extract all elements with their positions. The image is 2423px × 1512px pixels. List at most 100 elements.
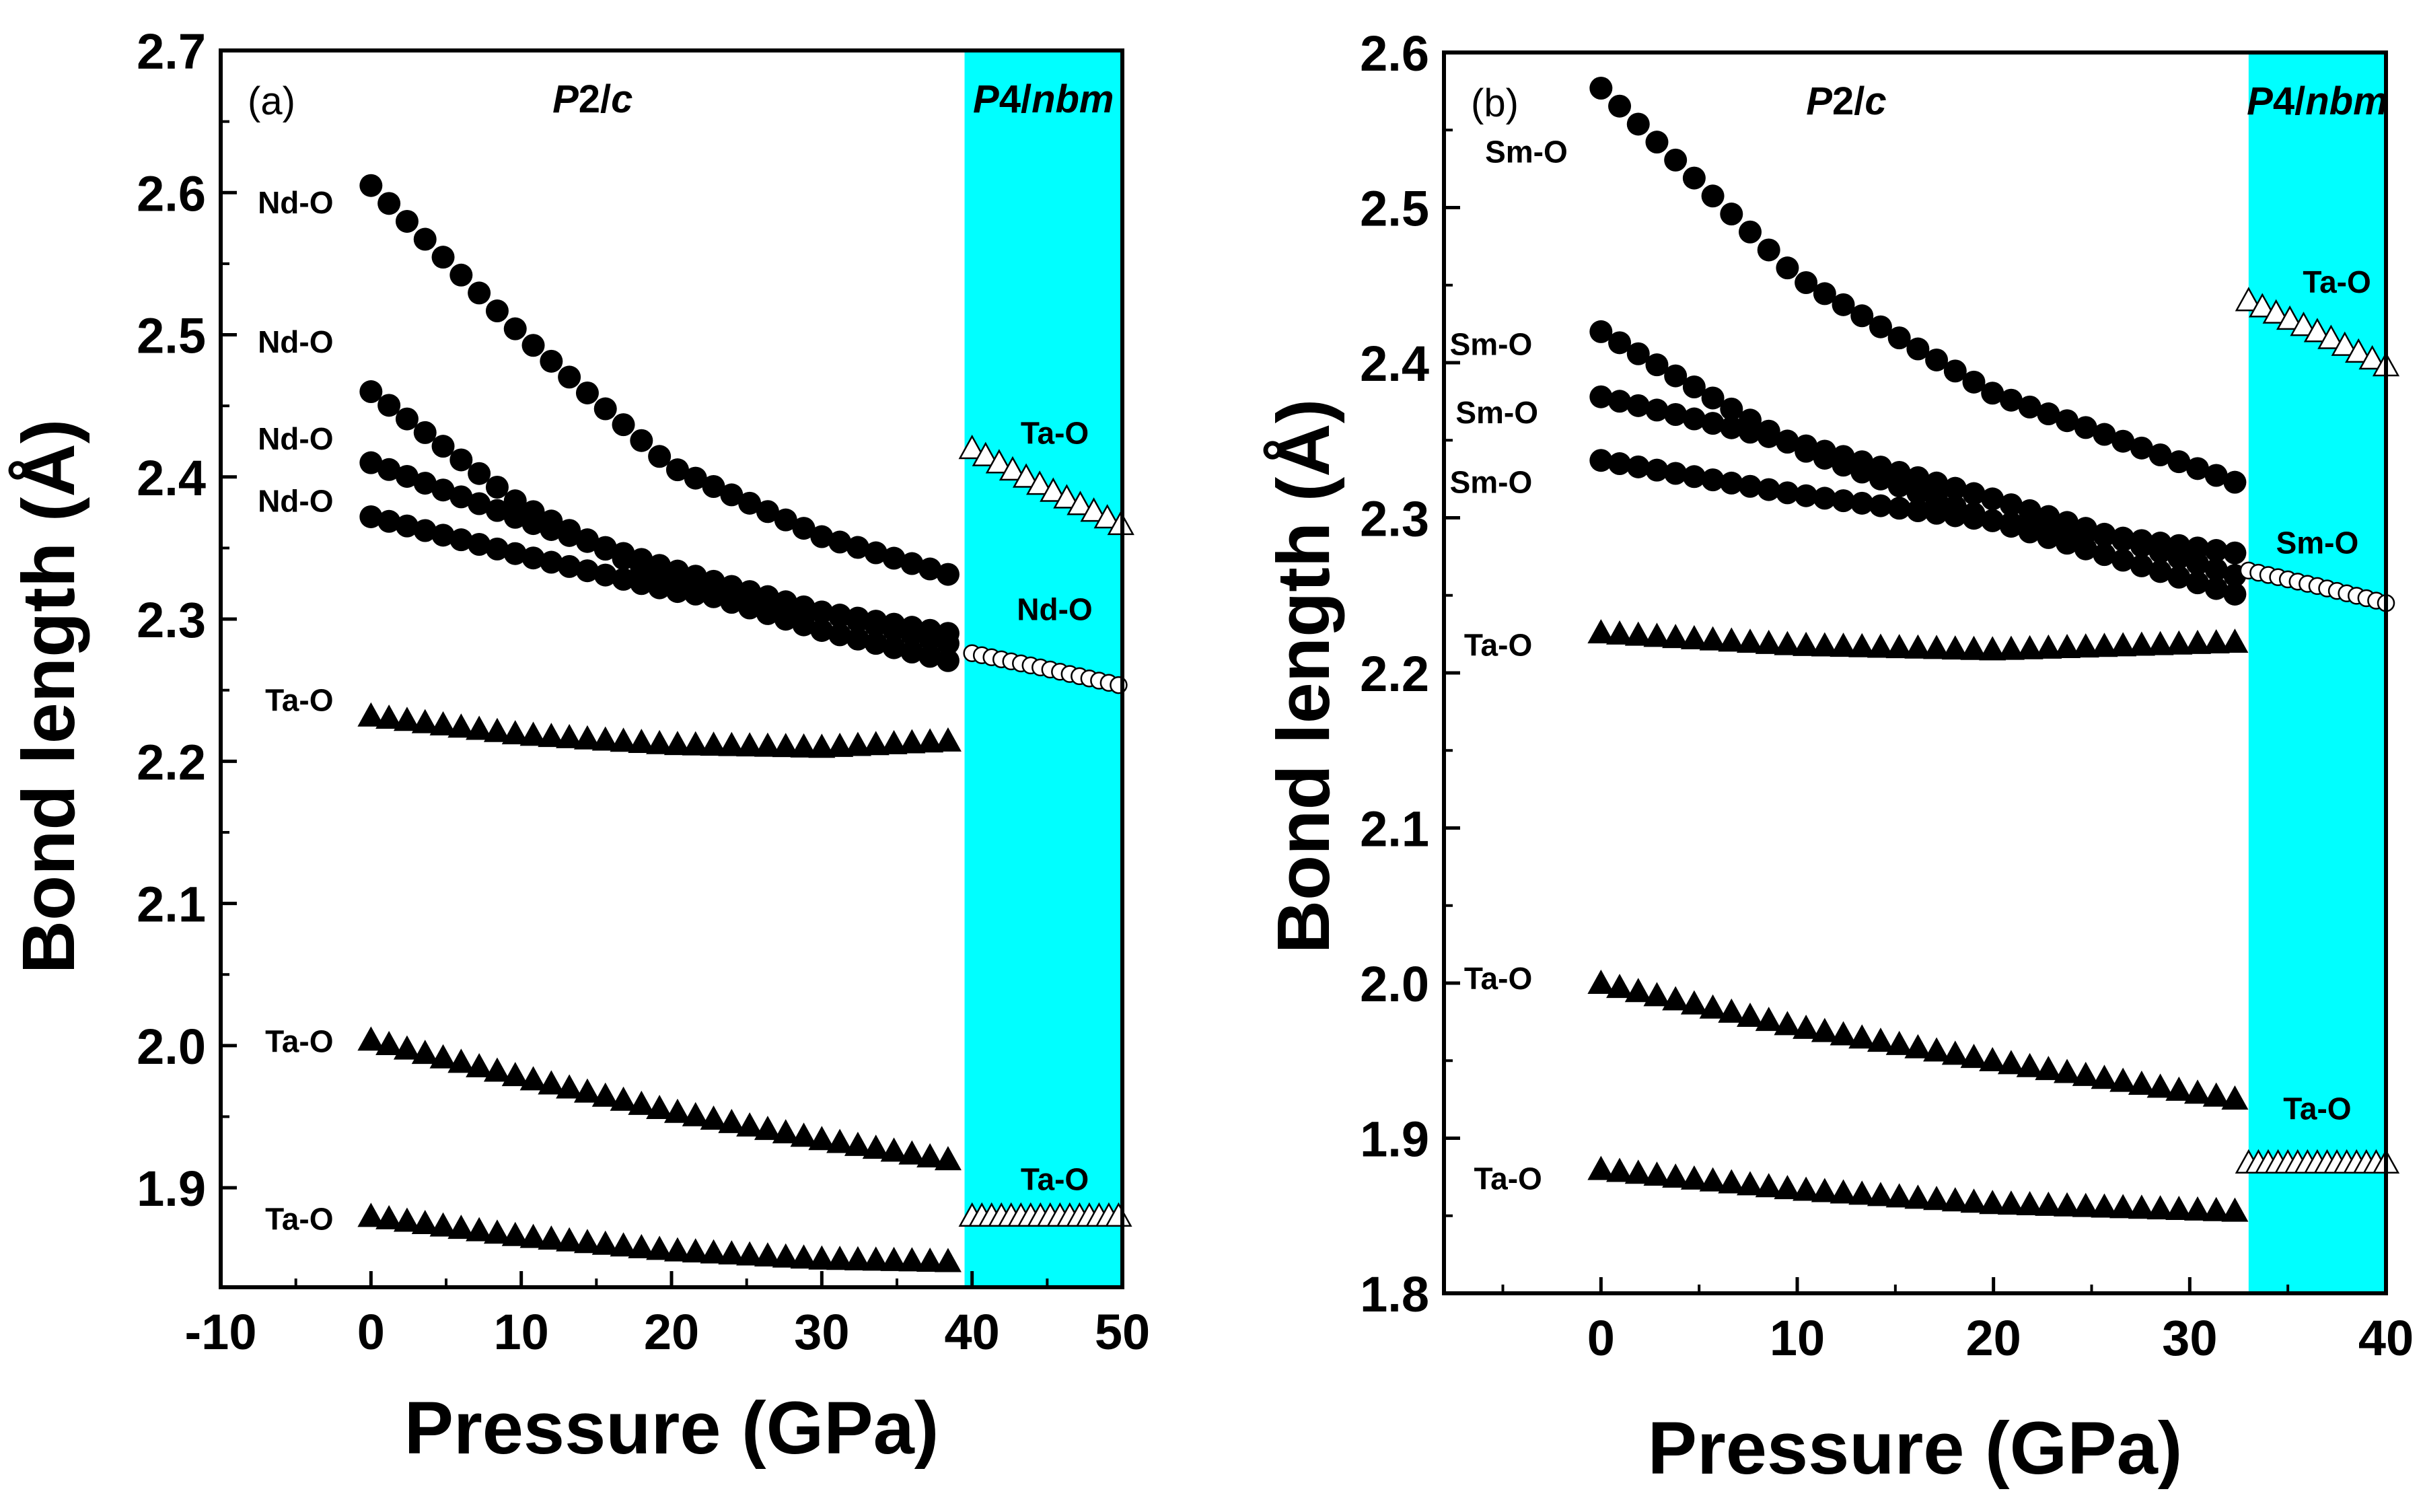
data-point-triangle	[1606, 620, 1634, 645]
panel-b: Sm-O Sm-O Sm-O Sm-O Ta-O Ta-O Ta-O Ta-O Sm-O Ta-O…	[1262, 26, 2414, 1490]
data-point-circle	[1943, 476, 1967, 500]
data-point-triangle	[573, 1229, 601, 1254]
series-ta-o	[1587, 619, 2249, 661]
data-point-triangle	[736, 1112, 764, 1137]
data-point-circle	[720, 483, 744, 507]
series-ta-o	[1587, 1155, 2249, 1222]
data-point-circle	[882, 636, 906, 659]
data-point-triangle	[1997, 1190, 2025, 1215]
series-sm-o	[1589, 449, 2247, 565]
x-tick-label: 10	[494, 1304, 549, 1360]
y-axis-label: Bond length (Å)	[7, 419, 90, 974]
series-label: Ta-O	[265, 1024, 333, 1059]
series-ta-o	[958, 434, 1134, 536]
data-point-circle	[2186, 571, 2209, 595]
phase-label: P4/nbm	[2247, 79, 2388, 123]
data-point-triangle	[1643, 1161, 1671, 1186]
x-axis-label: Pressure (GPa)	[1648, 1407, 2183, 1490]
data-point-circle	[1906, 499, 1930, 523]
data-point-circle	[1608, 390, 1632, 413]
data-point-circle	[1664, 364, 1688, 388]
data-point-triangle	[898, 729, 926, 754]
data-point-triangle	[898, 1140, 926, 1165]
data-point-triangle	[483, 1057, 511, 1082]
data-point-triangle	[1941, 635, 1969, 660]
data-point-circle	[1626, 455, 1650, 478]
data-point-circle	[864, 610, 888, 633]
data-point-circle	[359, 451, 383, 474]
data-point-triangle	[646, 1235, 674, 1260]
data-point-circle	[864, 541, 888, 565]
data-point-circle	[1887, 461, 1911, 484]
data-point-triangle	[1718, 1169, 1745, 1194]
data-point-triangle	[1941, 1187, 1969, 1212]
series-label: Ta-O	[2303, 264, 2371, 299]
data-point-circle	[1813, 282, 1836, 305]
data-point-triangle	[1867, 1182, 1894, 1207]
data-point-triangle	[1026, 470, 1054, 495]
data-point-circle	[702, 585, 725, 608]
data-point-triangle	[538, 1070, 565, 1095]
data-point-triangle	[999, 456, 1027, 481]
data-point-triangle	[682, 731, 709, 756]
data-point-circle	[1739, 474, 1762, 498]
data-point-circle	[449, 263, 473, 287]
series-label: Ta-O	[265, 682, 333, 717]
y-tick-label: 2.1	[137, 877, 206, 933]
data-point-circle	[1795, 271, 1818, 295]
x-tick-label: 40	[2358, 1310, 2414, 1366]
series-sm-o	[1589, 77, 2247, 494]
data-point-triangle	[1066, 491, 1094, 515]
data-point-triangle	[1960, 1188, 1988, 1213]
data-point-triangle	[357, 1026, 385, 1051]
data-point-triangle	[1093, 504, 1121, 529]
data-point-circle	[377, 394, 401, 417]
data-point-circle	[2223, 582, 2247, 606]
data-point-circle	[2204, 577, 2228, 600]
y-tick-label: 2.3	[1360, 491, 1429, 547]
data-point-triangle	[1774, 631, 1801, 655]
data-point-circle	[2204, 539, 2228, 563]
series-label: Sm-O	[2276, 525, 2359, 560]
data-point-circle	[612, 567, 635, 591]
data-point-circle	[1701, 184, 1725, 208]
data-point-triangle	[393, 707, 421, 731]
data-point-triangle	[628, 1233, 655, 1258]
data-point-circle	[810, 618, 834, 642]
data-point-triangle	[411, 1040, 439, 1065]
data-point-triangle	[718, 1240, 746, 1265]
data-point-triangle	[1680, 1165, 1708, 1190]
y-tick-label: 2.4	[137, 450, 206, 506]
data-point-triangle	[1680, 990, 1708, 1015]
data-point-triangle	[2091, 1193, 2118, 1218]
series-ta-o	[357, 1202, 962, 1272]
data-point-triangle	[682, 1238, 709, 1263]
data-point-circle	[1776, 429, 1799, 453]
data-point-circle	[1626, 342, 1650, 365]
data-point-circle	[1813, 439, 1836, 463]
data-point-triangle	[1904, 1184, 1932, 1209]
data-point-circle	[2056, 519, 2079, 542]
data-point-circle	[2093, 524, 2116, 547]
data-point-triangle	[519, 721, 547, 746]
data-point-triangle	[916, 728, 944, 753]
data-point-triangle	[628, 1090, 655, 1115]
data-point-circle	[792, 517, 816, 540]
data-point-triangle	[2146, 1073, 2174, 1098]
data-point-triangle	[790, 733, 818, 758]
data-point-circle	[377, 509, 401, 533]
x-axis-label: Pressure (GPa)	[404, 1387, 939, 1470]
data-point-circle	[684, 466, 707, 490]
series-ta-o	[357, 1026, 962, 1171]
data-point-triangle	[1718, 998, 1745, 1023]
data-point-triangle	[447, 1215, 475, 1239]
data-point-triangle	[844, 1246, 871, 1270]
data-point-triangle	[958, 434, 986, 460]
data-point-triangle	[1040, 477, 1067, 502]
data-point-triangle	[898, 1247, 926, 1272]
data-point-circle	[882, 546, 906, 570]
data-point-circle	[395, 209, 419, 233]
data-point-triangle	[934, 1248, 962, 1272]
